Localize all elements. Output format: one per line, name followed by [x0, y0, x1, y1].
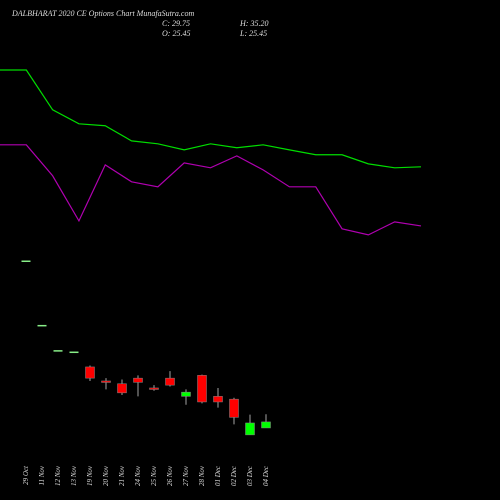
x-tick-label: 02 Dec [230, 465, 238, 486]
candle-body [261, 421, 271, 429]
indicator-line [0, 144, 422, 236]
candle-body [85, 366, 95, 379]
candle-body [245, 422, 255, 436]
candle-body [133, 377, 143, 383]
x-tick-label: 21 Nov [118, 465, 126, 486]
x-tick-label: 01 Dec [214, 465, 222, 486]
x-tick-label: 25 Nov [150, 465, 158, 486]
candle-body [213, 396, 223, 403]
x-tick-label: 27 Nov [182, 465, 190, 486]
candle-body [229, 398, 239, 418]
summary-open: O: 25.45 [162, 29, 190, 38]
candle-body [181, 391, 191, 397]
x-tick-label: 29 Oct [22, 465, 30, 485]
summary-high: H: 35.20 [239, 19, 268, 28]
x-tick-label: 04 Dec [262, 465, 270, 486]
summary-close: C: 29.75 [162, 19, 190, 28]
candle-body [165, 377, 175, 386]
candle-body [21, 260, 31, 263]
x-tick-label: 11 Nov [38, 465, 46, 485]
candle-body [101, 380, 111, 383]
x-tick-label: 12 Nov [54, 465, 62, 486]
x-tick-label: 19 Nov [86, 465, 94, 486]
indicator-line [0, 69, 422, 169]
candle-body [197, 375, 207, 403]
candle-body [149, 387, 159, 390]
candle-body [69, 351, 79, 354]
x-tick-label: 13 Nov [70, 465, 78, 486]
candle-body [37, 324, 47, 327]
candle-body [53, 350, 63, 352]
x-tick-label: 28 Nov [198, 465, 206, 486]
x-tick-label: 24 Nov [134, 465, 142, 486]
candle-body [117, 383, 127, 394]
x-tick-label: 20 Nov [102, 465, 110, 486]
summary-low: L: 25.45 [239, 29, 267, 38]
x-tick-label: 26 Nov [166, 465, 174, 486]
x-tick-label: 03 Dec [246, 465, 254, 486]
chart-title: DALBHARAT 2020 CE Options Chart MunafaSu… [11, 9, 194, 18]
